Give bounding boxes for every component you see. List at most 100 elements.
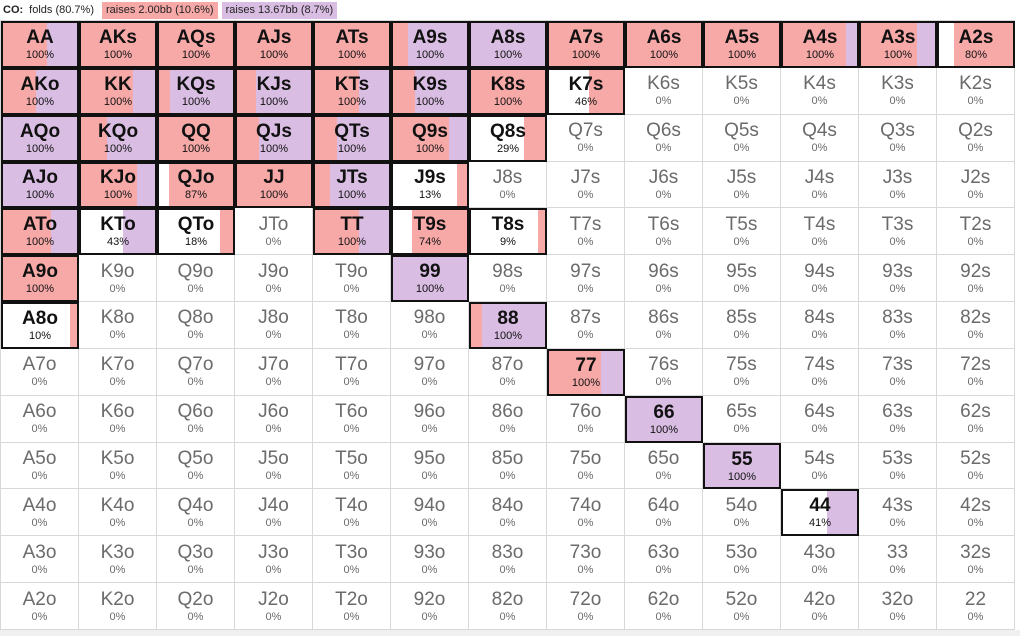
hand-cell-93o[interactable]: 93o 0% (391, 536, 469, 584)
hand-cell-JTs[interactable]: JTs 100% (313, 161, 391, 209)
hand-cell-85s[interactable]: 85s 0% (703, 302, 781, 349)
hand-cell-J8o[interactable]: J8o 0% (235, 302, 313, 349)
hand-cell-64s[interactable]: 64s 0% (781, 395, 859, 443)
hand-cell-T9s[interactable]: T9s 74% (391, 208, 469, 256)
hand-cell-T3s[interactable]: T3s 0% (859, 208, 937, 256)
hand-cell-K3o[interactable]: K3o 0% (79, 536, 157, 584)
hand-cell-22[interactable]: 22 0% (937, 583, 1015, 630)
hand-cell-KK[interactable]: KK 100% (79, 67, 157, 115)
hand-cell-Q8o[interactable]: Q8o 0% (157, 302, 235, 349)
hand-cell-K6o[interactable]: K6o 0% (79, 395, 157, 443)
hand-cell-A2s[interactable]: A2s 80% (937, 21, 1015, 68)
hand-cell-42s[interactable]: 42s 0% (937, 489, 1015, 537)
hand-cell-J7o[interactable]: J7o 0% (235, 348, 313, 396)
hand-cell-KJs[interactable]: KJs 100% (235, 67, 313, 115)
hand-cell-52o[interactable]: 52o 0% (703, 583, 781, 630)
hand-cell-A3s[interactable]: A3s 100% (859, 21, 937, 68)
hand-cell-66[interactable]: 66 100% (625, 395, 703, 443)
hand-cell-99[interactable]: 99 100% (391, 255, 469, 303)
hand-cell-A5s[interactable]: A5s 100% (703, 21, 781, 68)
hand-cell-J6s[interactable]: J6s 0% (625, 161, 703, 209)
hand-cell-K4o[interactable]: K4o 0% (79, 489, 157, 537)
hand-cell-42o[interactable]: 42o 0% (781, 583, 859, 630)
hand-cell-92o[interactable]: 92o 0% (391, 583, 469, 630)
hand-cell-32o[interactable]: 32o 0% (859, 583, 937, 630)
hand-cell-QJs[interactable]: QJs 100% (235, 114, 313, 162)
hand-cell-QQ[interactable]: QQ 100% (157, 114, 235, 162)
hand-cell-J8s[interactable]: J8s 0% (469, 161, 547, 209)
hand-cell-A4o[interactable]: A4o 0% (1, 489, 79, 537)
hand-cell-43s[interactable]: 43s 0% (859, 489, 937, 537)
hand-cell-76o[interactable]: 76o 0% (547, 395, 625, 443)
hand-cell-74s[interactable]: 74s 0% (781, 348, 859, 396)
hand-cell-AKs[interactable]: AKs 100% (79, 21, 157, 68)
hand-cell-K7s[interactable]: K7s 46% (547, 67, 625, 115)
hand-cell-72o[interactable]: 72o 0% (547, 583, 625, 630)
hand-cell-55[interactable]: 55 100% (703, 442, 781, 490)
hand-cell-A7s[interactable]: A7s 100% (547, 21, 625, 68)
hand-cell-76s[interactable]: 76s 0% (625, 348, 703, 396)
hand-cell-AJs[interactable]: AJs 100% (235, 21, 313, 68)
hand-cell-72s[interactable]: 72s 0% (937, 348, 1015, 396)
hand-cell-Q4o[interactable]: Q4o 0% (157, 489, 235, 537)
hand-cell-Q5s[interactable]: Q5s 0% (703, 114, 781, 162)
hand-cell-K4s[interactable]: K4s 0% (781, 67, 859, 115)
hand-cell-A3o[interactable]: A3o 0% (1, 536, 79, 584)
hand-cell-AKo[interactable]: AKo 100% (1, 67, 79, 115)
hand-cell-T9o[interactable]: T9o 0% (313, 255, 391, 303)
hand-cell-K9s[interactable]: K9s 100% (391, 67, 469, 115)
hand-cell-95o[interactable]: 95o 0% (391, 442, 469, 490)
hand-cell-77[interactable]: 77 100% (547, 348, 625, 396)
hand-cell-88[interactable]: 88 100% (469, 302, 547, 349)
hand-cell-K6s[interactable]: K6s 0% (625, 67, 703, 115)
hand-cell-65o[interactable]: 65o 0% (625, 442, 703, 490)
hand-cell-T2s[interactable]: T2s 0% (937, 208, 1015, 256)
hand-cell-43o[interactable]: 43o 0% (781, 536, 859, 584)
hand-cell-Q6o[interactable]: Q6o 0% (157, 395, 235, 443)
hand-cell-98o[interactable]: 98o 0% (391, 302, 469, 349)
hand-cell-86s[interactable]: 86s 0% (625, 302, 703, 349)
hand-cell-AJo[interactable]: AJo 100% (1, 161, 79, 209)
hand-cell-Q8s[interactable]: Q8s 29% (469, 114, 547, 162)
hand-cell-J3s[interactable]: J3s 0% (859, 161, 937, 209)
hand-cell-97s[interactable]: 97s 0% (547, 255, 625, 303)
hand-cell-Q7o[interactable]: Q7o 0% (157, 348, 235, 396)
hand-cell-32s[interactable]: 32s 0% (937, 536, 1015, 584)
hand-cell-K7o[interactable]: K7o 0% (79, 348, 157, 396)
hand-cell-J5s[interactable]: J5s 0% (703, 161, 781, 209)
hand-cell-KJo[interactable]: KJo 100% (79, 161, 157, 209)
hand-cell-82s[interactable]: 82s 0% (937, 302, 1015, 349)
hand-cell-A7o[interactable]: A7o 0% (1, 348, 79, 396)
hand-cell-54s[interactable]: 54s 0% (781, 442, 859, 490)
hand-cell-96s[interactable]: 96s 0% (625, 255, 703, 303)
hand-cell-82o[interactable]: 82o 0% (469, 583, 547, 630)
hand-cell-Q4s[interactable]: Q4s 0% (781, 114, 859, 162)
hand-cell-K3s[interactable]: K3s 0% (859, 67, 937, 115)
hand-cell-J2s[interactable]: J2s 0% (937, 161, 1015, 209)
hand-cell-KTs[interactable]: KTs 100% (313, 67, 391, 115)
hand-cell-J9s[interactable]: J9s 13% (391, 161, 469, 209)
hand-cell-65s[interactable]: 65s 0% (703, 395, 781, 443)
hand-cell-A6s[interactable]: A6s 100% (625, 21, 703, 68)
hand-cell-K8s[interactable]: K8s 100% (469, 67, 547, 115)
hand-cell-A8s[interactable]: A8s 100% (469, 21, 547, 68)
hand-cell-A2o[interactable]: A2o 0% (1, 583, 79, 630)
hand-cell-T5o[interactable]: T5o 0% (313, 442, 391, 490)
hand-cell-AA[interactable]: AA 100% (1, 21, 79, 68)
hand-cell-64o[interactable]: 64o 0% (625, 489, 703, 537)
hand-cell-Q9s[interactable]: Q9s 100% (391, 114, 469, 162)
hand-cell-98s[interactable]: 98s 0% (469, 255, 547, 303)
hand-cell-87s[interactable]: 87s 0% (547, 302, 625, 349)
hand-cell-62o[interactable]: 62o 0% (625, 583, 703, 630)
hand-cell-K5s[interactable]: K5s 0% (703, 67, 781, 115)
hand-cell-J2o[interactable]: J2o 0% (235, 583, 313, 630)
hand-cell-33[interactable]: 33 0% (859, 536, 937, 584)
hand-cell-J7s[interactable]: J7s 0% (547, 161, 625, 209)
hand-cell-54o[interactable]: 54o 0% (703, 489, 781, 537)
hand-cell-A4s[interactable]: A4s 100% (781, 21, 859, 68)
hand-cell-A6o[interactable]: A6o 0% (1, 395, 79, 443)
hand-cell-T6o[interactable]: T6o 0% (313, 395, 391, 443)
hand-cell-Q2s[interactable]: Q2s 0% (937, 114, 1015, 162)
hand-cell-TT[interactable]: TT 100% (313, 208, 391, 256)
hand-cell-75o[interactable]: 75o 0% (547, 442, 625, 490)
